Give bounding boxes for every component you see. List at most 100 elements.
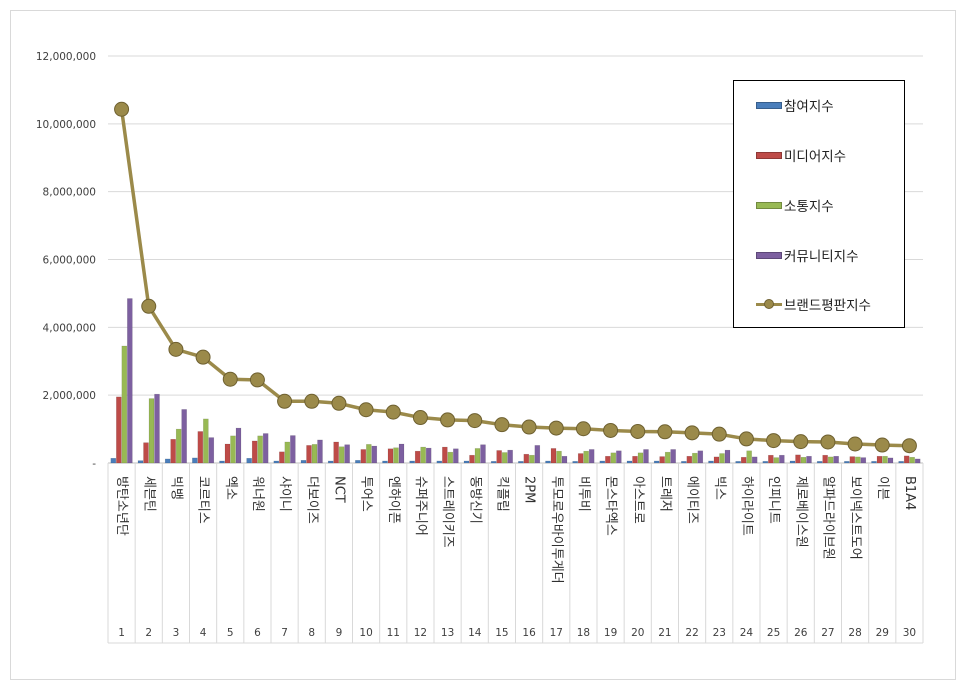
legend-item-participation: 참여지수 xyxy=(756,95,834,115)
brand-index-point-13 xyxy=(440,412,456,428)
category-label: 몬스타엑스 xyxy=(603,476,618,536)
bar-3-3 xyxy=(175,428,182,464)
bar-2-23 xyxy=(713,456,720,464)
rank-label: 21 xyxy=(658,627,671,639)
category-label: 슈퍼주니어 xyxy=(413,476,428,536)
category-label: 동방신기 xyxy=(467,476,482,524)
rank-label: 18 xyxy=(577,627,590,639)
bar-2-29 xyxy=(876,455,883,464)
bar-3-19 xyxy=(610,452,617,464)
brand-index-point-3 xyxy=(168,341,184,357)
bar-4-15 xyxy=(507,449,513,464)
brand-index-point-26 xyxy=(793,434,809,450)
category-label: 보이넥스트도어 xyxy=(848,476,863,560)
rank-label: 5 xyxy=(227,627,234,639)
bar-1-5 xyxy=(219,460,225,464)
brand-index-point-10 xyxy=(358,402,374,418)
bar-1-6 xyxy=(246,458,252,464)
bar-2-27 xyxy=(822,454,828,464)
bar-3-21 xyxy=(664,451,671,464)
bar-2-18 xyxy=(577,453,584,464)
bar-series xyxy=(110,298,921,464)
rank-label: 30 xyxy=(903,627,916,639)
category-table xyxy=(107,462,924,644)
legend-swatch-media xyxy=(756,151,782,159)
category-label: 더보이즈 xyxy=(304,476,319,524)
bar-2-17 xyxy=(550,448,557,464)
brand-index-point-4 xyxy=(195,349,211,365)
bar-1-11 xyxy=(382,460,388,464)
rank-label: 28 xyxy=(848,627,861,639)
y-tick-label: 12,000,000 xyxy=(36,51,96,63)
bar-1-10 xyxy=(355,460,361,464)
bar-3-6 xyxy=(257,435,263,464)
bar-2-5 xyxy=(224,443,231,464)
bar-1-13 xyxy=(436,460,443,464)
rank-label: 7 xyxy=(281,627,288,639)
legend: 참여지수 미디어지수 소통지수 커뮤니티지수 브랜드평판지수 xyxy=(733,80,905,328)
bar-4-17 xyxy=(561,455,568,464)
bar-3-9 xyxy=(338,446,345,464)
bar-4-10 xyxy=(371,445,378,464)
bar-1-1 xyxy=(110,458,117,464)
bar-4-13 xyxy=(453,448,459,464)
brand-index-point-23 xyxy=(711,426,727,442)
bar-4-29 xyxy=(887,457,894,464)
legend-swatch-communication xyxy=(756,201,782,209)
bar-1-23 xyxy=(708,460,714,464)
bar-1-29 xyxy=(871,461,877,464)
rank-label: 16 xyxy=(522,627,536,639)
bar-2-24 xyxy=(740,456,747,464)
bar-3-15 xyxy=(501,452,508,464)
bar-2-7 xyxy=(279,451,285,464)
bar-2-8 xyxy=(306,445,312,464)
rank-label: 29 xyxy=(876,627,889,639)
bar-3-17 xyxy=(556,450,562,464)
bar-3-7 xyxy=(284,441,291,464)
bar-2-28 xyxy=(849,456,856,464)
bar-4-4 xyxy=(208,437,215,464)
rank-label: 4 xyxy=(200,627,207,639)
brand-index-point-11 xyxy=(385,404,401,420)
category-label: 2PM xyxy=(522,476,537,503)
bar-2-25 xyxy=(768,454,774,464)
bar-2-20 xyxy=(632,455,638,464)
bar-2-3 xyxy=(170,439,176,464)
bar-1-16 xyxy=(518,461,524,464)
bar-1-14 xyxy=(463,460,470,464)
legend-label-media: 미디어지수 xyxy=(784,149,847,165)
bar-4-2 xyxy=(154,393,160,464)
brand-index-point-25 xyxy=(766,433,782,449)
bar-3-1 xyxy=(121,345,128,464)
brand-index-point-16 xyxy=(521,419,537,435)
bar-3-16 xyxy=(529,454,535,464)
bar-4-8 xyxy=(317,439,323,464)
category-label: 에이티즈 xyxy=(685,476,700,524)
category-label: 샤이니 xyxy=(277,476,292,512)
rank-label: 13 xyxy=(441,627,454,639)
bar-1-17 xyxy=(545,460,551,464)
bar-4-19 xyxy=(616,450,622,464)
bar-3-26 xyxy=(800,456,807,464)
category-label: 코르티스 xyxy=(196,476,211,524)
bar-1-4 xyxy=(192,457,198,464)
bar-2-13 xyxy=(442,446,448,464)
category-label: 투모로우바이투게더 xyxy=(549,476,564,584)
brand-index-point-1 xyxy=(114,101,130,117)
legend-label-community: 커뮤니티지수 xyxy=(784,249,859,265)
bar-1-12 xyxy=(409,460,415,464)
bar-4-11 xyxy=(398,443,405,464)
bar-3-8 xyxy=(311,444,318,464)
category-label: 엔하이픈 xyxy=(386,476,401,524)
category-label: 비투비 xyxy=(576,476,591,512)
category-label: 이븐 xyxy=(875,476,890,500)
bar-4-24 xyxy=(751,456,758,464)
y-tick-label: 8,000,000 xyxy=(43,187,96,199)
bar-2-22 xyxy=(686,455,693,464)
category-label: 세븐틴 xyxy=(141,476,156,512)
legend-item-brand: 브랜드평판지수 xyxy=(756,294,871,314)
rank-label: 20 xyxy=(631,627,644,639)
bar-3-11 xyxy=(393,447,399,464)
category-label: 워너원 xyxy=(250,476,265,512)
rank-label: 26 xyxy=(794,627,808,639)
